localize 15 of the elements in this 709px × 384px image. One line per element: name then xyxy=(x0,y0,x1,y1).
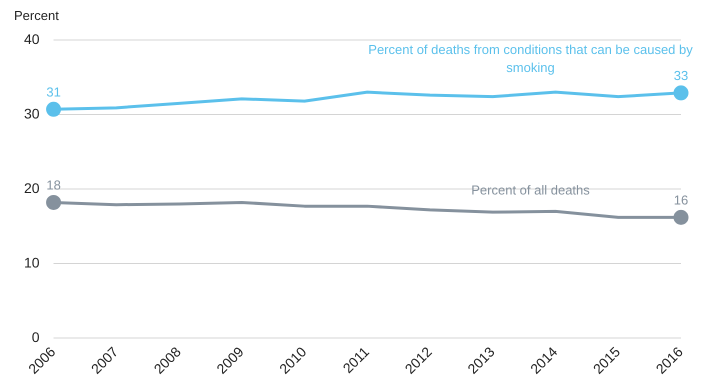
point xyxy=(674,210,688,225)
y-axis-title: Percent xyxy=(14,8,60,24)
y-tick-label: 40 xyxy=(24,30,40,47)
data-label: 16 xyxy=(674,192,688,208)
y-tick-label: 10 xyxy=(24,254,40,270)
y-tick-label: 0 xyxy=(32,328,40,345)
data-label: 18 xyxy=(46,178,61,193)
series-label: Percent of all deaths xyxy=(471,182,590,198)
y-tick-label: 20 xyxy=(24,180,40,196)
point xyxy=(46,194,62,210)
y-tick-label: 30 xyxy=(24,105,40,122)
point xyxy=(674,85,688,100)
point xyxy=(46,102,62,117)
data-label: 33 xyxy=(674,68,688,83)
data-label: 31 xyxy=(46,84,61,100)
